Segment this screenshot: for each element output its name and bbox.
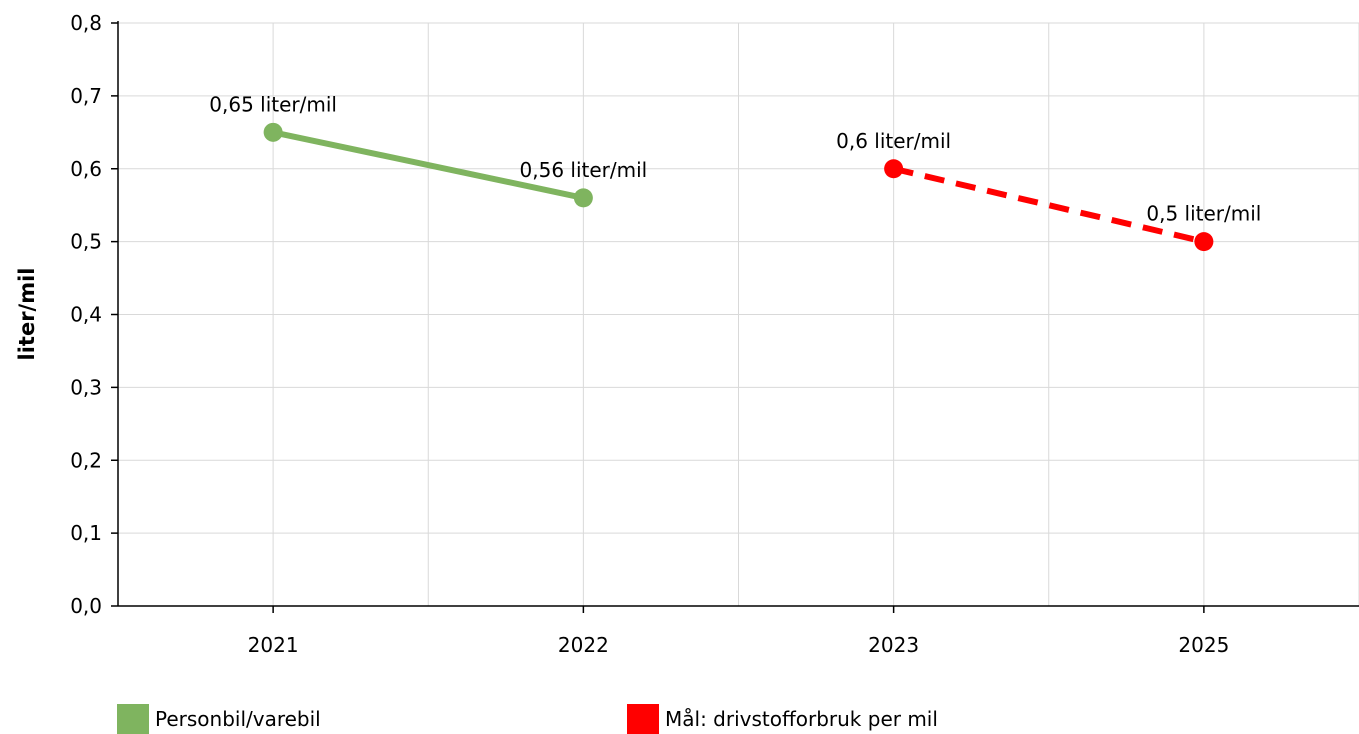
- series-line-1: [892, 165, 1205, 245]
- data-point: [573, 188, 593, 208]
- y-tick-label: 0,4: [70, 303, 102, 327]
- x-tick-label: 2022: [558, 633, 609, 657]
- series-line-0: [272, 129, 584, 201]
- data-label: 0,5 liter/mil: [1146, 202, 1261, 226]
- y-tick-label: 0,5: [70, 230, 102, 254]
- data-point: [263, 122, 283, 142]
- data-point: [884, 159, 904, 179]
- data-point: [1194, 232, 1214, 252]
- grid: [118, 22, 1359, 606]
- x-tick-label: 2021: [248, 633, 299, 657]
- legend-item-mal: Mål: drivstofforbruk per mil: [627, 704, 938, 734]
- legend-swatch-red: [627, 704, 659, 734]
- y-axis-title: liter/mil: [15, 268, 39, 361]
- axes: [117, 21, 1359, 607]
- y-tick-label: 0,6: [70, 157, 102, 181]
- data-label: 0,6 liter/mil: [836, 129, 951, 153]
- legend-label: Personbil/varebil: [155, 707, 321, 731]
- x-tick-label: 2023: [868, 633, 919, 657]
- line-chart: 0,0 0,1 0,2 0,3 0,4 0,5 0,6 0,7 0,8 2021 2022 2023…: [15, 11, 1359, 657]
- legend-item-personbil: Personbil/varebil: [117, 704, 321, 734]
- y-tick-label: 0,7: [70, 84, 102, 108]
- y-tick-label: 0,2: [70, 448, 102, 472]
- x-tick-label: 2025: [1178, 633, 1229, 657]
- y-tick-label: 0,8: [70, 11, 102, 35]
- y-tick-label: 0,0: [70, 594, 102, 618]
- data-label: 0,65 liter/mil: [209, 92, 337, 116]
- y-axis-ticks: 0,0 0,1 0,2 0,3 0,4 0,5 0,6 0,7 0,8: [70, 11, 118, 618]
- x-axis-ticks: 2021 2022 2023 2025: [248, 606, 1229, 657]
- y-tick-label: 0,1: [70, 521, 102, 545]
- legend-swatch-green: [117, 704, 149, 734]
- legend-label: Mål: drivstofforbruk per mil: [665, 707, 938, 731]
- series-layer: 0,65 liter/mil 0,56 liter/mil 0,6 liter/mi…: [209, 92, 1261, 252]
- y-tick-label: 0,3: [70, 375, 102, 399]
- data-label: 0,56 liter/mil: [520, 158, 648, 182]
